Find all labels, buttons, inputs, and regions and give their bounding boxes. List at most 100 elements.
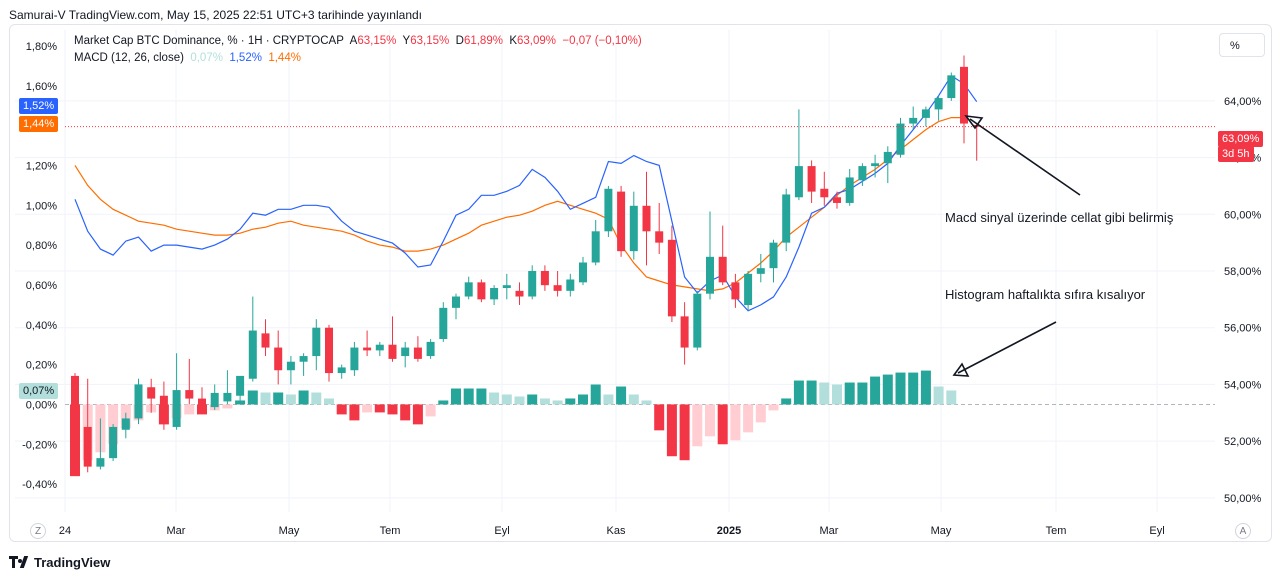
- histogram-bar: [603, 394, 614, 405]
- candle-body: [96, 458, 105, 467]
- macd-line: [74, 74, 978, 312]
- candle-body: [388, 344, 397, 359]
- time-tick-label: Kas: [607, 525, 626, 537]
- histogram-bar: [946, 390, 957, 405]
- legend-macd[interactable]: MACD (12, 26, close) 0,07% 1,52% 1,44%: [74, 52, 301, 64]
- time-tick-label: May: [931, 525, 952, 537]
- candle-body: [439, 307, 448, 340]
- candle-body: [782, 194, 791, 243]
- histogram-bar: [336, 404, 347, 415]
- candle-body: [159, 395, 168, 425]
- histogram-bar: [616, 386, 627, 405]
- candle-body: [337, 367, 346, 374]
- time-tick-label: 24: [59, 525, 71, 537]
- histogram-bar: [387, 404, 398, 415]
- histogram-bar: [781, 398, 792, 405]
- auto-scale-button[interactable]: A: [1235, 523, 1251, 539]
- histogram-bar: [298, 390, 309, 405]
- countdown-tag: 3d 5h: [1218, 146, 1254, 162]
- candle-body: [325, 327, 333, 374]
- macd-tick-label: 0,60%: [26, 280, 57, 292]
- candle-body: [248, 330, 257, 379]
- histogram-bar: [857, 382, 868, 405]
- candle-body: [109, 426, 118, 459]
- histogram-bar: [882, 374, 893, 405]
- legend-macd-hist: 0,07%: [190, 52, 223, 64]
- histogram-bar: [819, 382, 830, 405]
- legend-macd-signal: 1,44%: [268, 52, 301, 64]
- candle-body: [960, 66, 968, 124]
- candle-body: [655, 231, 664, 243]
- histogram-bar: [717, 404, 728, 445]
- time-tick-label: Tem: [1046, 525, 1067, 537]
- arrow-2-line: [957, 321, 1057, 374]
- tradingview-logo[interactable]: TradingView: [9, 555, 110, 570]
- candle-body: [515, 290, 524, 297]
- candle-body: [147, 387, 156, 399]
- histogram-bar: [679, 404, 690, 461]
- candle-body: [274, 347, 283, 371]
- candle-body: [210, 392, 219, 408]
- candle-body: [718, 256, 727, 283]
- candle-body: [591, 231, 600, 263]
- signal-line: [74, 117, 964, 292]
- histogram-bar: [222, 404, 233, 409]
- legend-main[interactable]: Market Cap BTC Dominance, % · 1H · CRYPT…: [74, 35, 642, 47]
- candle-body: [426, 341, 435, 357]
- histogram-bar: [527, 394, 538, 405]
- histogram-bar: [324, 398, 334, 405]
- histogram-bar: [908, 372, 919, 405]
- candle-body: [502, 285, 511, 289]
- percent-scale-button[interactable]: %: [1219, 33, 1265, 57]
- histogram-bar: [425, 404, 436, 417]
- candle-body: [604, 188, 613, 232]
- histogram-bar: [654, 404, 665, 431]
- legend-open-label: A: [349, 35, 358, 47]
- histogram-bar: [374, 404, 385, 413]
- macd-tick-label: -0,40%: [22, 479, 57, 491]
- macd-value-tag: 1,52%: [19, 98, 59, 114]
- candle-body: [693, 293, 702, 348]
- candle-body: [909, 117, 918, 124]
- histogram-bar: [628, 394, 639, 405]
- histogram-bar: [768, 404, 779, 411]
- histogram-bar: [463, 388, 474, 405]
- candle-body: [883, 151, 892, 164]
- histogram-bar: [705, 404, 715, 437]
- candle-body: [921, 109, 930, 118]
- candle-body: [629, 205, 638, 252]
- time-tick-label: 2025: [717, 525, 741, 537]
- candle-body: [756, 268, 765, 274]
- candle-body: [464, 282, 473, 297]
- histogram-bar: [793, 380, 804, 405]
- tradingview-logo-icon: [9, 556, 31, 568]
- histogram-bar: [743, 404, 754, 433]
- price-tick-label: 60,00%: [1224, 209, 1262, 221]
- macd-tick-label: 1,00%: [26, 200, 57, 212]
- time-tick-label: Eyl: [1149, 525, 1164, 537]
- candle-body: [617, 191, 626, 252]
- published-caption: Samurai-V TradingView.com, May 15, 2025 …: [9, 8, 423, 22]
- candle-body: [261, 333, 270, 348]
- annotation-text-1: Macd sinyal üzerinde cellat gibi belirmi…: [945, 210, 1174, 225]
- legend-low-label: D: [455, 35, 464, 47]
- candle-body: [363, 347, 372, 351]
- candle-body: [540, 271, 549, 286]
- candle-body: [350, 347, 359, 371]
- histogram-bar: [920, 370, 931, 405]
- legend-macd-value: 1,52%: [229, 52, 262, 64]
- histogram-bar: [844, 382, 855, 405]
- candle-body: [198, 398, 206, 408]
- legend-change: −0,07 (−0,10%): [562, 35, 642, 47]
- candle-body: [375, 344, 384, 351]
- legend-close: 63,09%: [517, 35, 557, 47]
- histogram-bar: [870, 376, 881, 405]
- timezone-button[interactable]: Z: [30, 523, 46, 539]
- histogram-bar: [730, 404, 741, 441]
- candle-body: [744, 273, 753, 306]
- histogram-bar: [260, 392, 271, 405]
- time-tick-label: Tem: [380, 525, 401, 537]
- candle-body: [566, 279, 575, 291]
- macd-tick-label: 1,20%: [26, 160, 57, 172]
